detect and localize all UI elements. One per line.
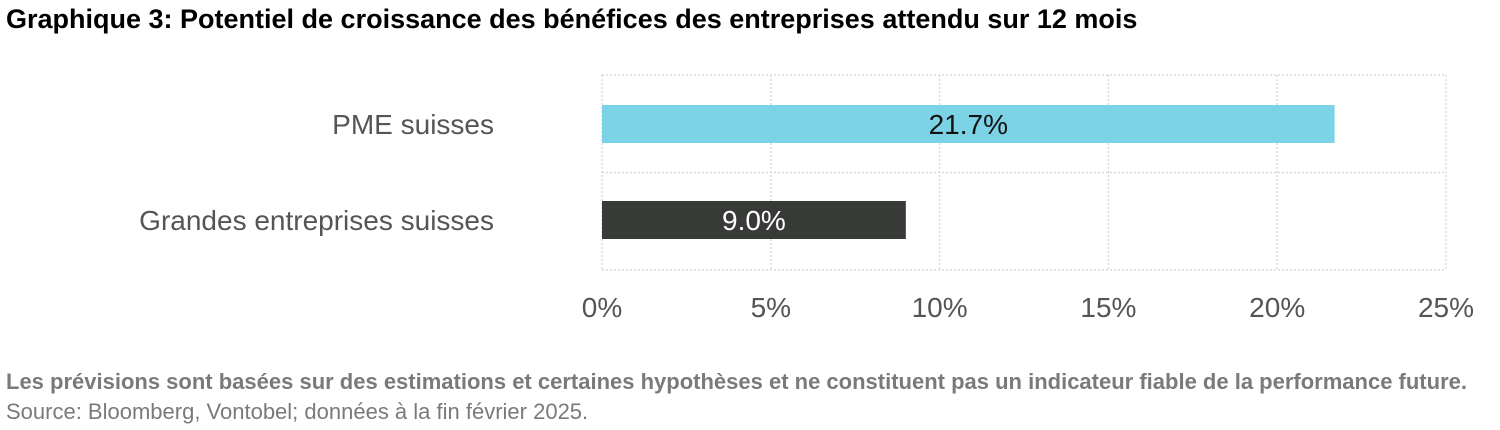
x-tick-label: 15% <box>1080 292 1136 323</box>
bar <box>602 201 906 239</box>
bar-value-label: 21.7% <box>929 109 1008 140</box>
x-tick-label: 5% <box>751 292 791 323</box>
bar <box>602 105 1335 143</box>
bar-value-label: 9.0% <box>722 205 786 236</box>
footnote-disclaimer: Les prévisions sont basées sur des estim… <box>6 369 1467 394</box>
footnote-source: Source: Bloomberg, Vontobel; données à l… <box>6 399 589 424</box>
labels: 21.7% PME suisses 9.0% Grandes entreprises … <box>139 109 1474 323</box>
x-tick-label: 10% <box>912 292 968 323</box>
bar-chart: 21.7% PME suisses 9.0% Grandes entreprises … <box>139 74 1474 323</box>
x-tick-label: 20% <box>1249 292 1305 323</box>
category-label: Grandes entreprises suisses <box>139 205 494 236</box>
bars <box>602 105 1335 239</box>
x-tick-label: 0% <box>582 292 622 323</box>
footnote: Les prévisions sont basées sur des estim… <box>6 367 1494 427</box>
chart-title: Graphique 3: Potentiel de croissance des… <box>6 4 1138 34</box>
grid-lines <box>601 74 1447 271</box>
x-tick-label: 25% <box>1418 292 1474 323</box>
category-label: PME suisses <box>332 109 494 140</box>
